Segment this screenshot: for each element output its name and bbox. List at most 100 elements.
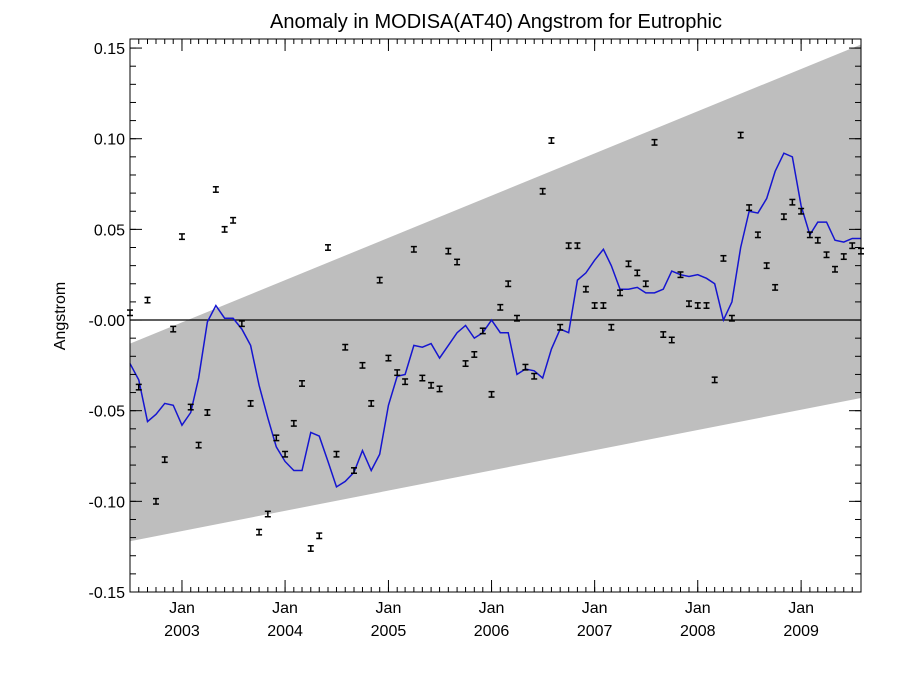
error-bar-point [394,369,401,377]
error-bar-point [152,497,159,505]
error-bar-point [342,343,349,351]
error-bar-point [247,399,254,407]
x-tick-year: 2009 [783,623,819,640]
error-bar-point [798,207,805,215]
x-tick-year: 2006 [474,623,510,640]
error-bar-point [754,231,761,239]
error-bar-point [350,467,357,474]
x-tick-month: Jan [479,600,505,617]
error-bar-point [325,244,332,251]
error-bar-point [419,374,426,382]
error-bar-point [221,225,228,233]
x-tick-month: Jan [788,600,814,617]
error-bar-point [436,385,443,393]
error-bar-point [772,283,779,291]
error-bar-point [531,372,538,380]
error-bar-point [264,510,271,518]
error-bar-point [212,186,219,193]
error-bar-point [539,187,546,195]
error-bar-point [832,265,839,273]
error-bar-point [780,213,787,221]
error-bar-point [677,271,684,279]
error-bar-point [428,381,435,389]
error-bar-point [135,383,142,391]
error-bar-point [479,327,486,335]
error-bar-point [668,336,675,344]
error-bar-point [273,434,280,442]
error-bar-point [651,138,658,146]
error-bar-point [256,528,263,536]
error-bar-point [230,216,237,224]
error-bar-point [238,320,245,328]
error-bar-point [574,242,581,250]
error-bar-point [823,251,830,259]
error-bar-point [170,325,177,333]
error-bar-point [144,296,151,304]
error-bar-point [746,204,753,212]
x-tick-month: Jan [272,600,298,617]
error-bar-point [737,131,744,139]
error-bar-point [703,302,710,309]
error-bar-point [376,276,383,284]
error-bar-point [402,378,409,386]
error-bar-point [195,441,202,449]
y-tick-label: -0.15 [89,585,126,602]
error-bar-point [617,289,624,297]
y-tick-label: 0.15 [94,41,125,58]
error-bar-point [660,331,667,339]
error-bar-point [711,376,718,384]
error-bar-point [282,450,289,458]
x-tick-year: 2008 [680,623,716,640]
confidence-band [130,44,861,542]
x-tick-year: 2007 [577,623,613,640]
error-bar-point [290,419,297,427]
error-bar-point [600,302,607,309]
error-bar-point [454,258,461,266]
y-tick-label: 0.10 [94,132,125,149]
error-bar-point [634,269,641,277]
y-tick-label: -0.10 [89,494,126,511]
error-bar-point [471,351,478,358]
x-tick-year: 2004 [267,623,303,640]
error-bar-point [359,361,366,369]
error-bar-point [522,363,529,371]
anomaly-line [129,152,861,488]
error-bar-point [204,409,211,416]
error-bar-point [307,545,314,552]
x-tick-month: Jan [685,600,711,617]
error-bar-point [565,242,572,250]
error-bar-point [685,300,692,308]
x-tick-month: Jan [169,600,195,617]
error-bar-point [849,242,856,250]
error-bar-point [806,231,813,239]
error-bar-point [642,280,649,288]
error-bar-point [368,399,375,407]
x-tick-year: 2003 [164,623,200,640]
error-bar-point [161,456,168,464]
error-bar-point [316,532,323,540]
error-bar-point [178,233,185,241]
error-bar-point [720,254,727,262]
y-tick-label: 0.05 [94,222,125,239]
error-bar-point [789,198,796,206]
error-bar-point [625,260,632,268]
x-tick-year: 2005 [371,623,407,640]
error-bar-point [497,303,504,311]
x-tick-month: Jan [582,600,608,617]
plot-frame [129,38,862,593]
error-bar-point [385,354,392,362]
chart-title: Anomaly in MODISA(AT40) Angstrom for Eut… [270,11,722,33]
error-bar-point [728,314,735,322]
error-bar-point [557,323,564,331]
y-tick-label: -0.00 [89,313,126,330]
error-bar-point [814,236,821,244]
error-bar-point [513,314,520,322]
error-bar-point [694,302,701,309]
error-bar-point [591,302,598,309]
error-bar-point [462,360,469,368]
error-bar-point [548,137,555,145]
error-bar-point [763,262,770,270]
error-bar-point [608,323,615,331]
error-bar-point [333,450,340,458]
